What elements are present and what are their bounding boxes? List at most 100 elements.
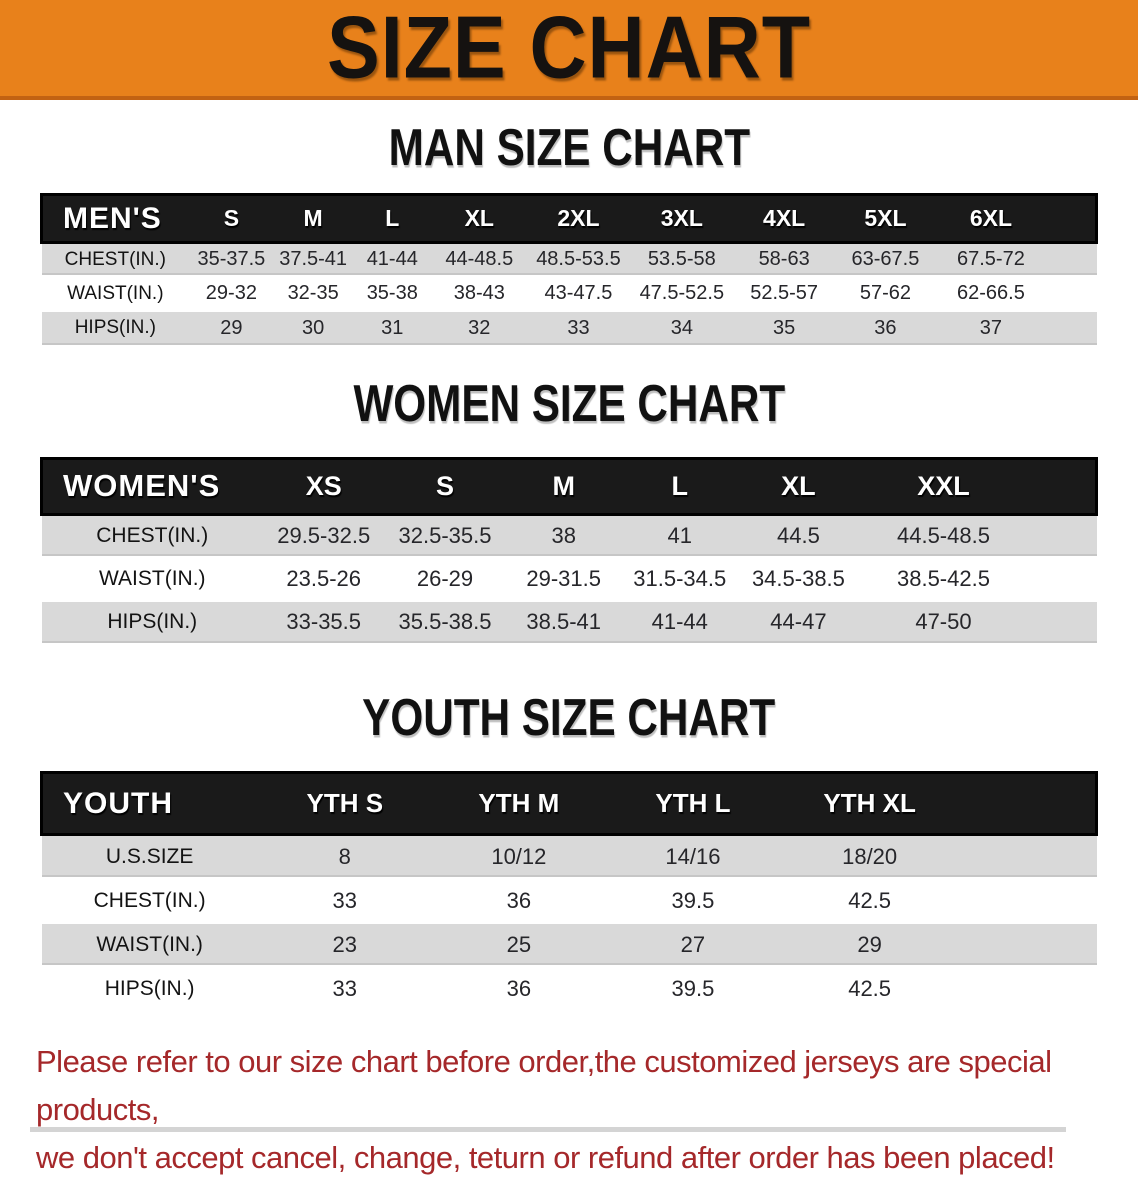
size-value-cell: 52.5-57 — [733, 276, 835, 311]
youth-section-heading: YOUTH SIZE CHART — [0, 689, 1138, 748]
youth-waist-row: WAIST(IN.) 23 25 27 29 — [41, 922, 1097, 967]
size-value-cell: 33 — [257, 878, 432, 923]
youth-ussize-row: U.S.SIZE 8 10/12 14/16 18/20 — [41, 834, 1097, 879]
men-chest-row: CHEST(IN.) 35-37.5 37.5-41 41-44 44-48.5… — [41, 242, 1097, 277]
size-value-cell: 18/20 — [779, 834, 960, 879]
size-value-cell: 31.5-34.5 — [621, 557, 738, 600]
size-value-cell: 29-32 — [189, 276, 274, 311]
size-value-cell: 36 — [431, 878, 606, 923]
size-value-cell: 30 — [273, 310, 353, 345]
men-size-table: MEN'S S M L XL 2XL 3XL 4XL 5XL 6XL CHEST… — [40, 193, 1098, 345]
row-label: WAIST(IN.) — [41, 276, 190, 311]
size-value-cell: 39.5 — [605, 878, 780, 923]
men-col-header-2xl: 2XL — [526, 193, 631, 244]
women-col-header-l: L — [621, 456, 738, 516]
size-value-cell: 14/16 — [605, 834, 780, 879]
size-value-cell: 47-50 — [859, 600, 1028, 643]
size-value-cell: 47.5-52.5 — [630, 276, 734, 311]
filler-cell — [1027, 514, 1097, 557]
size-value-cell: 34.5-38.5 — [737, 557, 860, 600]
men-waist-row: WAIST(IN.) 29-32 32-35 35-38 38-43 43-47… — [41, 276, 1097, 311]
size-value-cell: 32.5-35.5 — [384, 514, 506, 557]
bottom-edge-strip — [30, 1127, 1066, 1132]
youth-col-header-yth-xl: YTH XL — [779, 771, 960, 836]
size-value-cell: 36 — [834, 310, 937, 345]
women-chest-row: CHEST(IN.) 29.5-32.5 32.5-35.5 38 41 44.… — [41, 514, 1097, 557]
filler-cell — [1045, 242, 1097, 277]
size-value-cell: 58-63 — [733, 242, 835, 277]
youth-size-table: YOUTH YTH S YTH M YTH L YTH XL U.S.SIZE … — [39, 771, 1099, 1011]
size-value-cell: 37 — [936, 310, 1046, 345]
filler-cell — [959, 922, 1097, 967]
women-hips-row: HIPS(IN.) 33-35.5 35.5-38.5 38.5-41 41-4… — [41, 600, 1097, 643]
youth-header-row: YOUTH YTH S YTH M YTH L YTH XL — [39, 771, 1099, 836]
size-value-cell: 43-47.5 — [526, 276, 631, 311]
men-header-row: MEN'S S M L XL 2XL 3XL 4XL 5XL 6XL — [40, 193, 1098, 244]
men-col-header-5xl: 5XL — [834, 193, 937, 244]
size-value-cell: 10/12 — [431, 834, 606, 879]
title-banner: SIZE CHART — [0, 0, 1138, 100]
order-policy-line-1: Please refer to our size chart before or… — [36, 1043, 1052, 1127]
men-col-header-m: M — [273, 193, 353, 244]
size-value-cell: 35-38 — [352, 276, 432, 311]
size-value-cell: 44-48.5 — [431, 242, 527, 277]
youth-col-header-yth-m: YTH M — [431, 771, 606, 836]
size-value-cell: 37.5-41 — [273, 242, 353, 277]
size-value-cell: 33 — [526, 310, 631, 345]
size-value-cell: 23 — [257, 922, 432, 967]
youth-col-header-yth-s: YTH S — [257, 771, 432, 836]
size-value-cell: 38.5-42.5 — [859, 557, 1028, 600]
filler-cell — [1027, 557, 1097, 600]
men-col-header-s: S — [189, 193, 274, 244]
youth-col-header-yth-l: YTH L — [605, 771, 780, 836]
youth-hips-row: HIPS(IN.) 33 36 39.5 42.5 — [41, 966, 1097, 1011]
women-col-header-xs: XS — [263, 456, 385, 516]
size-value-cell: 42.5 — [779, 966, 960, 1011]
size-value-cell: 38-43 — [431, 276, 527, 311]
women-header-row: WOMEN'S XS S M L XL XXL — [40, 456, 1098, 516]
row-label: CHEST(IN.) — [41, 878, 258, 923]
size-value-cell: 63-67.5 — [834, 242, 937, 277]
size-value-cell: 48.5-53.5 — [526, 242, 631, 277]
order-policy-note: Please refer to our size chart before or… — [36, 1038, 1138, 1182]
size-value-cell: 33-35.5 — [263, 600, 385, 643]
size-value-cell: 29-31.5 — [505, 557, 622, 600]
size-value-cell: 38 — [505, 514, 622, 557]
men-hips-row: HIPS(IN.) 29 30 31 32 33 34 35 36 37 — [41, 310, 1097, 345]
size-value-cell: 41-44 — [621, 600, 738, 643]
row-label: HIPS(IN.) — [41, 310, 190, 345]
size-value-cell: 26-29 — [384, 557, 506, 600]
women-header-filler — [1027, 456, 1098, 516]
men-header-filler — [1045, 193, 1098, 244]
row-label: WAIST(IN.) — [41, 557, 264, 600]
size-value-cell: 31 — [352, 310, 432, 345]
size-value-cell: 42.5 — [779, 878, 960, 923]
size-value-cell: 25 — [431, 922, 606, 967]
size-value-cell: 35 — [733, 310, 835, 345]
page-title: SIZE CHART — [327, 0, 811, 97]
filler-cell — [1045, 310, 1097, 345]
size-value-cell: 32 — [431, 310, 527, 345]
size-value-cell: 33 — [257, 966, 432, 1011]
filler-cell — [959, 966, 1097, 1011]
youth-header-filler — [959, 771, 1099, 836]
size-value-cell: 34 — [630, 310, 734, 345]
row-label: CHEST(IN.) — [41, 514, 264, 557]
men-table-corner-label: MEN'S — [40, 193, 190, 244]
size-value-cell: 27 — [605, 922, 780, 967]
size-value-cell: 53.5-58 — [630, 242, 734, 277]
size-value-cell: 29.5-32.5 — [263, 514, 385, 557]
size-value-cell: 57-62 — [834, 276, 937, 311]
men-col-header-xl: XL — [431, 193, 527, 244]
size-value-cell: 41-44 — [352, 242, 432, 277]
order-policy-line-2: we don't accept cancel, change, teturn o… — [36, 1139, 1055, 1175]
row-label: HIPS(IN.) — [41, 966, 258, 1011]
youth-section-heading-text: YOUTH SIZE CHART — [362, 689, 776, 748]
size-value-cell: 44.5-48.5 — [859, 514, 1028, 557]
size-value-cell: 8 — [257, 834, 432, 879]
women-col-header-xxl: XXL — [859, 456, 1028, 516]
size-value-cell: 35.5-38.5 — [384, 600, 506, 643]
size-value-cell: 39.5 — [605, 966, 780, 1011]
women-col-header-xl: XL — [737, 456, 860, 516]
